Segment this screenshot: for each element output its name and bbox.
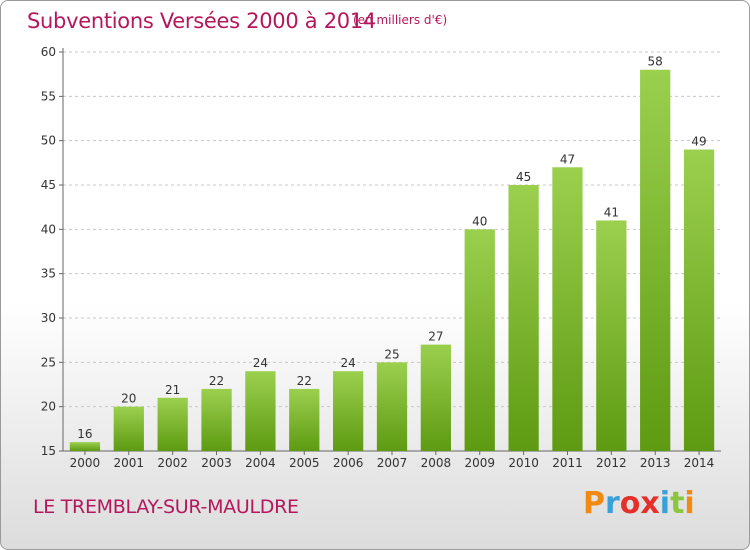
logo-letter: x bbox=[640, 486, 660, 521]
x-tick-label: 2000 bbox=[70, 456, 101, 470]
value-label: 22 bbox=[209, 374, 224, 388]
bar bbox=[552, 167, 583, 451]
value-label: 58 bbox=[648, 55, 663, 69]
x-tick-label: 2002 bbox=[157, 456, 188, 470]
value-label: 41 bbox=[604, 205, 619, 219]
y-tick-label: 50 bbox=[41, 134, 56, 148]
value-label: 49 bbox=[691, 135, 706, 149]
bar bbox=[113, 406, 144, 451]
bar bbox=[464, 229, 495, 451]
value-label: 40 bbox=[472, 214, 487, 228]
chart-title: Subventions Versées 2000 à 2014 bbox=[27, 9, 376, 33]
bar bbox=[596, 220, 627, 451]
bar bbox=[376, 362, 408, 451]
x-tick-label: 2013 bbox=[640, 456, 671, 470]
y-tick-label: 55 bbox=[41, 89, 56, 103]
x-tick-label: 2003 bbox=[201, 456, 232, 470]
y-tick-label: 30 bbox=[41, 311, 56, 325]
x-tick-label: 2011 bbox=[552, 456, 583, 470]
x-tick-label: 2005 bbox=[289, 456, 320, 470]
x-tick-label: 2007 bbox=[377, 456, 408, 470]
value-label: 22 bbox=[297, 374, 312, 388]
value-label: 47 bbox=[560, 152, 575, 166]
x-tick-label: 2001 bbox=[114, 456, 145, 470]
bar bbox=[157, 397, 188, 451]
value-label: 24 bbox=[340, 356, 355, 370]
y-tick-label: 15 bbox=[41, 444, 56, 458]
value-label: 25 bbox=[384, 347, 399, 361]
x-tick-label: 2012 bbox=[596, 456, 627, 470]
y-tick-label: 35 bbox=[41, 267, 56, 281]
value-label: 45 bbox=[516, 170, 531, 184]
bar bbox=[640, 69, 671, 451]
logo-letter: r bbox=[605, 486, 620, 521]
x-tick-label: 2009 bbox=[464, 456, 495, 470]
commune-name: LE TREMBLAY-SUR-MAULDRE bbox=[33, 496, 299, 518]
y-tick-label: 60 bbox=[41, 45, 56, 59]
bar bbox=[683, 149, 715, 452]
bar bbox=[69, 442, 101, 451]
bar bbox=[508, 185, 539, 451]
bar bbox=[289, 388, 320, 451]
logo-letter: P bbox=[583, 486, 605, 521]
value-label: 20 bbox=[121, 392, 136, 406]
bar bbox=[332, 371, 364, 451]
logo-letter: t bbox=[670, 486, 685, 521]
logo-letter: i bbox=[684, 486, 695, 521]
value-label: 21 bbox=[165, 383, 180, 397]
bar bbox=[201, 388, 232, 451]
chart-unit: (en milliers d'€) bbox=[353, 13, 448, 27]
y-tick-label: 40 bbox=[41, 222, 56, 236]
proxiti-logo: Proxiti bbox=[583, 486, 695, 521]
x-tick-label: 2004 bbox=[245, 456, 276, 470]
value-label: 16 bbox=[77, 427, 92, 441]
y-tick-label: 20 bbox=[41, 400, 56, 414]
value-label: 24 bbox=[253, 356, 268, 370]
x-tick-label: 2014 bbox=[684, 456, 715, 470]
value-label: 27 bbox=[428, 330, 443, 344]
bar bbox=[420, 344, 452, 451]
y-tick-label: 25 bbox=[41, 355, 56, 369]
logo-letter: i bbox=[659, 486, 671, 521]
logo-letter: o bbox=[619, 486, 641, 521]
bar bbox=[245, 371, 276, 451]
x-tick-label: 2010 bbox=[508, 456, 539, 470]
x-tick-label: 2006 bbox=[333, 456, 364, 470]
y-tick-label: 45 bbox=[41, 178, 56, 192]
x-tick-label: 2008 bbox=[421, 456, 452, 470]
